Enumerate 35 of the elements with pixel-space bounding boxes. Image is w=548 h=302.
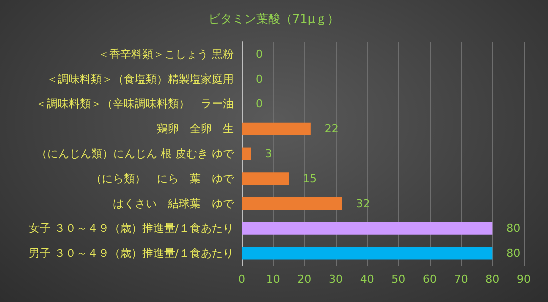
data-label: 32	[356, 197, 370, 210]
x-tick-label: 0	[238, 273, 246, 286]
data-label: 0	[256, 72, 263, 86]
x-tick-label: 80	[486, 273, 500, 286]
bar	[242, 247, 493, 260]
chart-title: ビタミン葉酸（71μｇ）	[208, 12, 340, 26]
data-label: 0	[256, 48, 263, 61]
x-tick-label: 20	[298, 273, 312, 286]
bar	[242, 122, 311, 136]
bar	[242, 148, 252, 160]
y-tick-label: 男子 ３０～４９（歳）推進量/１食あたり	[28, 247, 234, 260]
data-label: 0	[256, 98, 263, 111]
data-label: 15	[303, 172, 317, 186]
x-tick-label: 60	[423, 273, 437, 286]
data-label: 80	[506, 247, 521, 260]
y-tick-label: はくさい 結球葉 ゆで	[113, 197, 235, 210]
y-tick-label: ＜調味料類＞（食塩類）精製塩家庭用	[47, 72, 234, 86]
y-tick-label: 女子 ３０～４９（歳）推進量/１食あたり	[28, 222, 234, 236]
data-label: 22	[324, 122, 339, 136]
bar	[242, 222, 493, 235]
x-tick-label: 10	[266, 273, 280, 286]
bar	[242, 198, 342, 210]
bar	[242, 172, 289, 186]
x-tick-label: 40	[360, 273, 374, 286]
y-tick-label: 鶏卵 全卵 生	[157, 122, 234, 136]
y-tick-label: ＜香辛料類＞こしょう 黒粉	[98, 48, 234, 61]
y-tick-label: （にら類） にら 葉 ゆで	[91, 172, 235, 186]
x-tick-label: 70	[454, 273, 468, 286]
x-tick-label: 30	[329, 273, 343, 286]
data-label: 3	[265, 148, 272, 160]
y-tick-label: ＜調味料類＞（辛味調味料類） ラー油	[36, 98, 234, 111]
y-tick-label: （にんじん類）にんじん 根 皮むき ゆで	[36, 148, 235, 160]
data-label: 80	[506, 222, 521, 236]
x-tick-label: 90	[517, 273, 531, 286]
x-tick-label: 50	[392, 273, 406, 286]
